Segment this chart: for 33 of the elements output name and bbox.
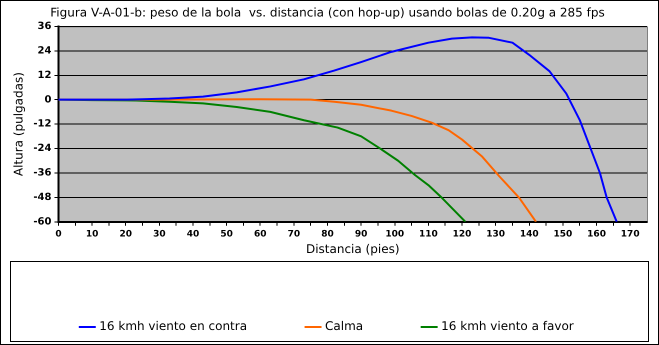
x-tick-label: 0 (55, 230, 62, 240)
x-tick-label: 20 (119, 230, 132, 240)
x-tick-label: 30 (153, 230, 166, 240)
x-tick-label: 120 (452, 230, 472, 240)
legend-label: 16 kmh viento en contra (99, 319, 248, 334)
y-tick-label: 24 (38, 45, 52, 56)
x-tick-label: 50 (220, 230, 233, 240)
x-tick-label: 150 (554, 230, 572, 240)
x-tick-label: 70 (288, 230, 300, 240)
x-tick-label: 130 (486, 230, 506, 240)
y-tick-label: 36 (38, 20, 52, 32)
y-tick-label: -24 (33, 143, 52, 154)
x-tick-label: 10 (86, 230, 98, 240)
y-tick-label: 12 (38, 70, 52, 81)
y-tick-label: -12 (33, 118, 52, 130)
y-tick-label: 0 (44, 94, 52, 106)
y-tick-label: -36 (33, 168, 52, 179)
legend-label: Calma (325, 319, 364, 334)
y-tick-label: -48 (33, 192, 52, 203)
x-tick-label: 90 (354, 230, 368, 240)
x-tick-label: 170 (620, 230, 640, 240)
x-axis-title: Distancia (pies) (306, 242, 400, 256)
legend-label: 16 kmh viento a favor (441, 319, 574, 334)
x-tick-label: 140 (520, 230, 539, 240)
y-axis-title: Altura (pulgadas) (11, 72, 26, 176)
x-tick-label: 80 (321, 230, 334, 240)
y-tick-label: -60 (33, 216, 52, 228)
chart-title: Figura V-A-01-b: peso de la bola vs. distancia (con hop-up) usando bolas de 0.20g a 285 fps (50, 5, 605, 20)
x-tick-label: 100 (385, 230, 404, 240)
x-tick-label: 160 (587, 230, 606, 240)
x-tick-label: 110 (419, 230, 438, 240)
x-tick-label: 60 (254, 230, 267, 240)
x-tick-label: 40 (186, 230, 200, 240)
